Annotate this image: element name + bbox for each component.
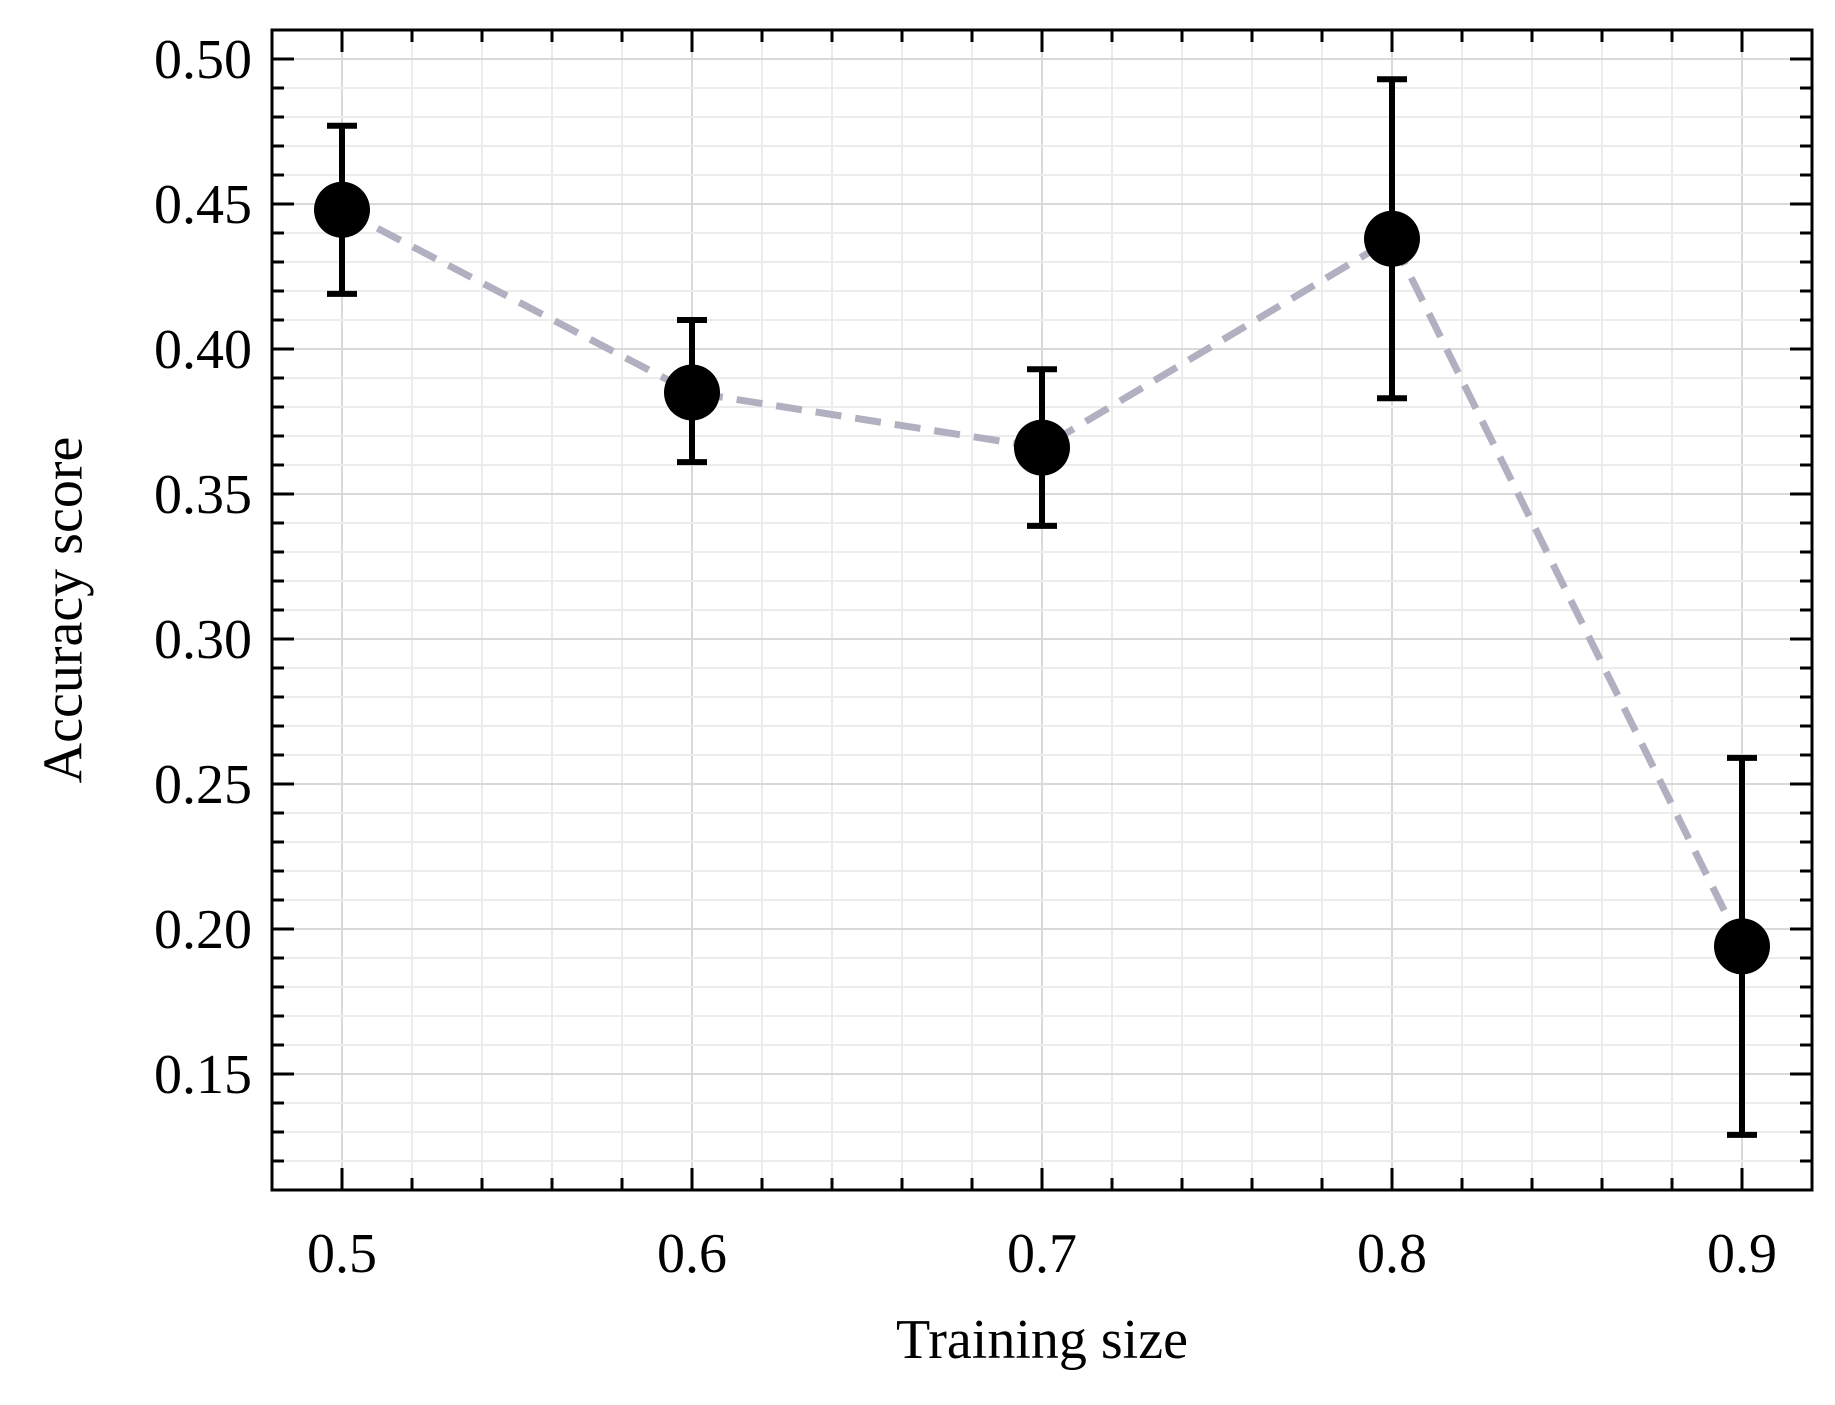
y-tick-label: 0.40	[154, 319, 252, 381]
x-tick-label: 0.9	[1707, 1223, 1777, 1285]
y-axis-label: Accuracy score	[33, 437, 95, 784]
y-tick-label: 0.15	[154, 1044, 252, 1106]
data-point	[1014, 419, 1070, 476]
x-tick-label: 0.8	[1357, 1223, 1427, 1285]
x-tick-label: 0.7	[1007, 1223, 1077, 1285]
x-axis-label: Training size	[896, 1309, 1188, 1371]
tick-labels: 0.5 0.6 0.7 0.8 0.9 0.15 0.20 0.25 0.30 0.35 0.40 0…	[154, 29, 1777, 1285]
data-series	[314, 76, 1770, 1138]
data-point	[664, 364, 720, 421]
data-point	[314, 181, 370, 238]
plot-frame	[270, 28, 1814, 1192]
y-tick-label: 0.35	[154, 464, 252, 526]
grid	[271, 29, 1813, 1191]
y-tick-label: 0.50	[154, 29, 252, 91]
y-tick-label: 0.20	[154, 899, 252, 961]
y-tick-label: 0.45	[154, 174, 252, 236]
x-tick-label: 0.5	[307, 1223, 377, 1285]
x-tick-label: 0.6	[657, 1223, 727, 1285]
y-tick-label: 0.30	[154, 609, 252, 671]
y-tick-label: 0.25	[154, 754, 252, 816]
data-point	[1714, 918, 1770, 975]
data-point	[1364, 210, 1420, 267]
series-connector-line	[340, 206, 1746, 948]
axis-ticks	[270, 28, 1814, 1192]
